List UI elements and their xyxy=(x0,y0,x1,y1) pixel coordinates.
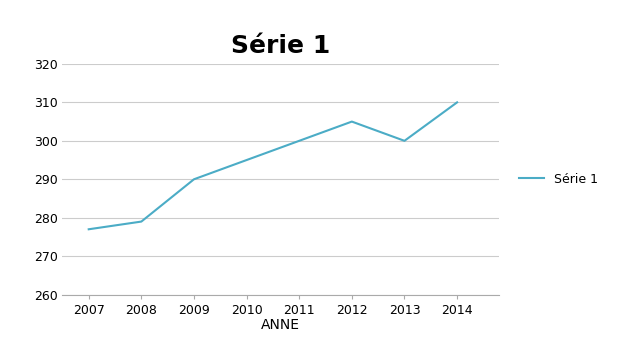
Legend: Série 1: Série 1 xyxy=(514,168,603,191)
X-axis label: ANNE: ANNE xyxy=(261,318,300,332)
Title: Série 1: Série 1 xyxy=(231,34,331,58)
Text: Débarquement: Débarquement xyxy=(91,36,208,50)
